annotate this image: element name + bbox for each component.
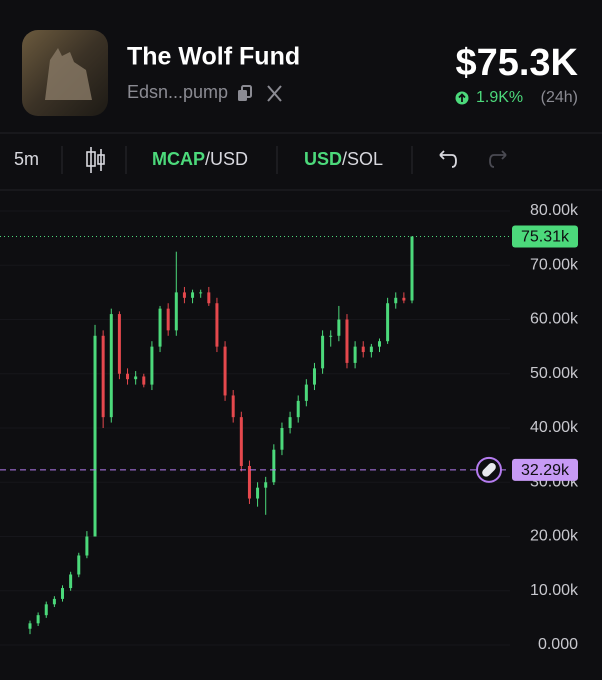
candle-body [394, 297, 398, 304]
change: 1.9K% [476, 89, 523, 106]
copy-icon-front [238, 90, 247, 101]
candle-body [321, 335, 325, 369]
candle-body [369, 346, 373, 353]
candle-body [150, 346, 154, 385]
price: $75.3K [455, 42, 578, 84]
candle-body [312, 368, 316, 385]
candle-body [199, 292, 203, 294]
candle-body [231, 395, 235, 418]
candle-body [85, 536, 89, 556]
y-tick-label: 20.00k [530, 528, 579, 545]
candle-body [410, 236, 414, 301]
change-period: (24h) [541, 89, 578, 106]
candle-body [28, 623, 32, 629]
mcap-toggle[interactable]: MCAP/USD [152, 149, 248, 169]
candle-body [158, 308, 162, 347]
candle-body [69, 574, 73, 589]
y-tick-label: 40.00k [530, 419, 579, 436]
undo[interactable] [439, 150, 457, 168]
y-tick-label: 0.000 [538, 636, 578, 653]
candle-body [402, 297, 406, 301]
marker-box [512, 458, 578, 481]
mcap-active: MCAP [152, 149, 205, 169]
candle-body [77, 555, 81, 575]
candle-body [101, 335, 105, 418]
icon-body [97, 154, 105, 165]
candle-body [52, 598, 56, 605]
candle-body [223, 346, 227, 396]
candle-body [288, 417, 292, 429]
currency-active: USD [304, 149, 342, 169]
candle-body [191, 292, 195, 298]
copy-icon[interactable] [238, 85, 252, 101]
last-price-box [512, 225, 578, 248]
currency-toggle[interactable]: USD/SOL [304, 149, 383, 169]
candle-body [337, 319, 341, 336]
candle-body [61, 588, 65, 599]
candle-type-icon[interactable] [86, 147, 105, 173]
candle-body [142, 376, 146, 385]
candle-body [272, 449, 276, 483]
marker-icon-pill [482, 463, 496, 477]
y-tick-label: 80.00k [530, 202, 579, 219]
y-tick-label: 60.00k [530, 311, 579, 328]
candle-body [296, 400, 300, 418]
y-tick-label: 50.00k [530, 365, 579, 382]
candle-body [126, 373, 130, 380]
interval[interactable]: 5m [14, 149, 39, 169]
x-link-icon[interactable] [267, 85, 282, 102]
candle-body [117, 314, 121, 374]
candle-body [44, 604, 48, 616]
candle-body [345, 319, 349, 363]
candle-body [239, 417, 243, 466]
candle-body [93, 335, 97, 537]
token-title: The Wolf Fund [127, 43, 300, 71]
token-address[interactable]: Edsn...pump [127, 82, 228, 102]
candle-body [264, 482, 268, 488]
avatar-wolf [45, 48, 92, 100]
candle-body [280, 428, 284, 450]
candle-body [329, 335, 333, 337]
candle-body [353, 346, 357, 363]
candle-body [247, 465, 251, 499]
candle-body [174, 292, 178, 331]
candle-body [134, 376, 138, 380]
icon-body [86, 151, 96, 167]
y-tick-label: 10.00k [530, 582, 579, 599]
redo[interactable] [489, 150, 507, 168]
candle-body [109, 314, 113, 418]
last-price-label: 75.31k [521, 229, 570, 246]
currency-rest: /SOL [342, 149, 383, 169]
marker-label: 32.29k [521, 462, 570, 479]
candle-body [256, 487, 260, 499]
candle-body [166, 308, 170, 331]
candle-body [215, 303, 219, 347]
candle-body [304, 384, 308, 401]
y-tick-label: 70.00k [530, 256, 579, 273]
mcap-rest: /USD [205, 149, 248, 169]
candle-body [207, 292, 211, 304]
chart: 0.00010.00k20.00k30.00k40.00k50.00k60.00… [0, 202, 579, 653]
candle-body [386, 303, 390, 342]
candle-body [36, 615, 40, 624]
candle-body [361, 346, 365, 353]
candle-body [182, 292, 186, 298]
candle-body [377, 341, 381, 347]
change-arrow [458, 93, 466, 102]
